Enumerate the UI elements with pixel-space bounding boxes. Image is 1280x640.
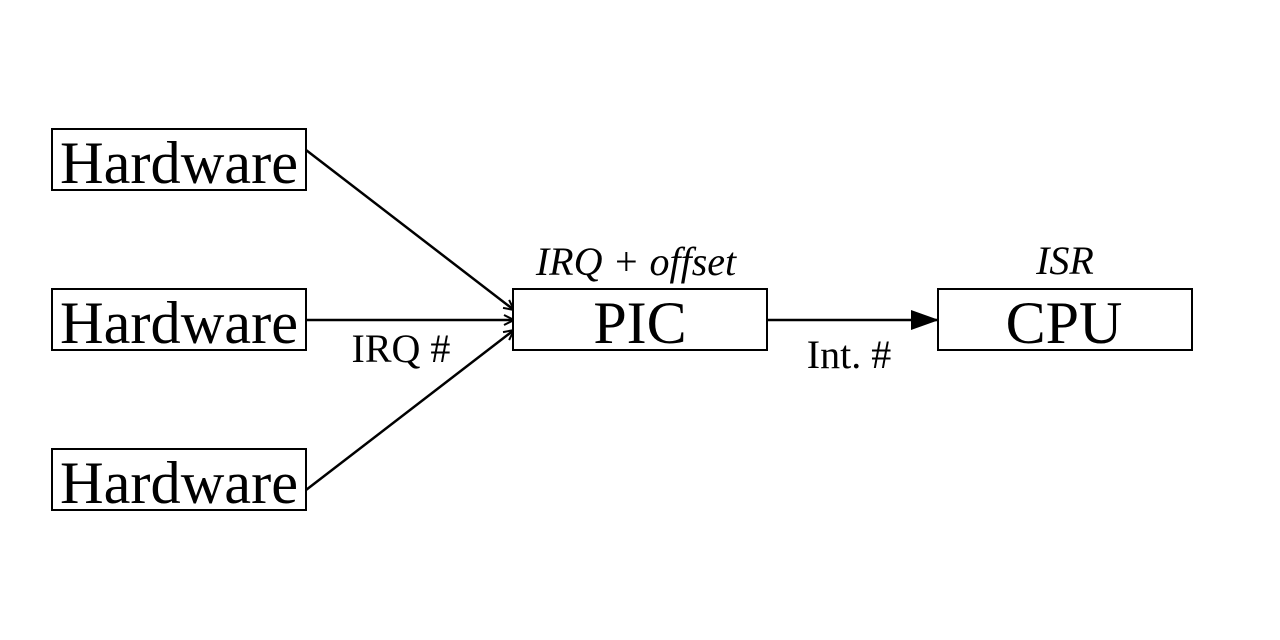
edge-hardware-3-to-pic — [305, 330, 514, 491]
cpu-node: CPU — [937, 288, 1193, 356]
hardware-label-2: Hardware — [60, 290, 298, 356]
hardware-label-3: Hardware — [60, 450, 298, 516]
hardware-box-1 — [51, 128, 307, 191]
cpu-label: CPU — [1006, 290, 1123, 356]
hardware-node-1: Hardware — [51, 128, 307, 196]
pic-label: PIC — [593, 290, 686, 356]
hardware-box-3 — [51, 448, 307, 511]
hardware-box-2 — [51, 288, 307, 351]
cpu-annotation: ISR — [1035, 238, 1094, 283]
int-edge-label: Int. # — [807, 332, 891, 377]
pic-node: PIC — [512, 288, 768, 356]
edge-hardware-1-to-pic — [305, 149, 514, 310]
cpu-box — [937, 288, 1193, 351]
pic-annotation: IRQ + offset — [535, 239, 737, 284]
hardware-node-3: Hardware — [51, 448, 307, 516]
pic-box — [512, 288, 768, 351]
hardware-label-1: Hardware — [60, 130, 298, 196]
irq-edge-label: IRQ # — [352, 326, 451, 371]
hardware-node-2: Hardware — [51, 288, 307, 356]
